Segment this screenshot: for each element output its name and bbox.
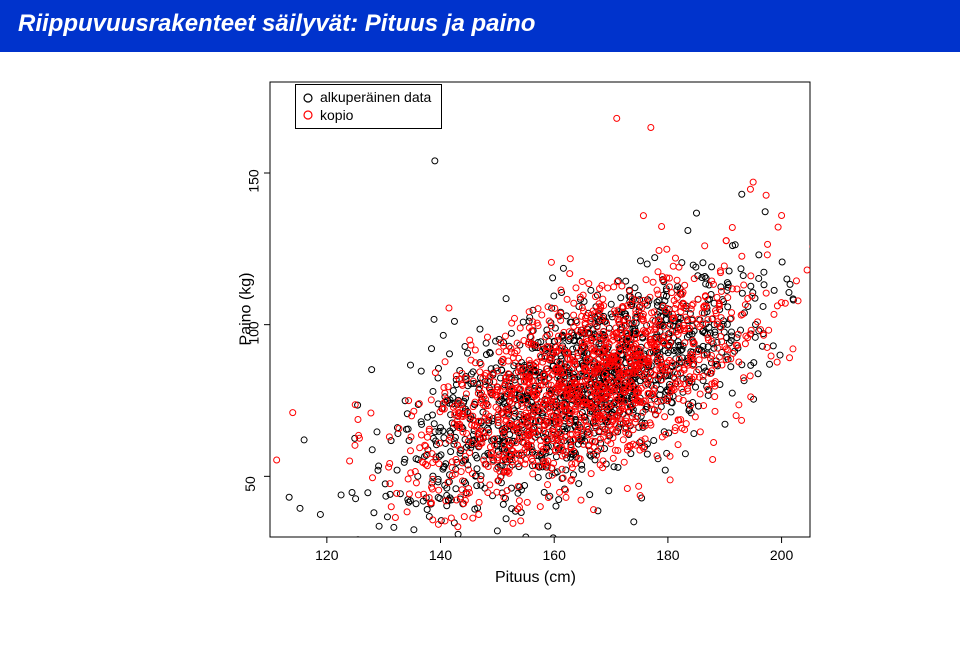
y-tick-label: 100	[246, 321, 262, 344]
page-title: Riippuvuusrakenteet säilyvät: Pituus ja …	[18, 10, 535, 37]
scatter-chart: alkuperäinen datakopio Paino (kg) Pituus…	[120, 52, 840, 612]
legend-marker-icon	[302, 109, 314, 121]
x-tick-label: 140	[429, 547, 452, 563]
x-tick-label: 160	[543, 547, 566, 563]
legend-item: alkuperäinen data	[302, 89, 431, 107]
scatter-plot-svg	[120, 52, 840, 612]
legend-marker-icon	[302, 92, 314, 104]
x-tick-label: 180	[656, 547, 679, 563]
page-header: Riippuvuusrakenteet säilyvät: Pituus ja …	[0, 0, 960, 52]
y-tick-label: 150	[246, 169, 262, 192]
x-tick-label: 120	[315, 547, 338, 563]
legend-item: kopio	[302, 107, 431, 125]
x-axis-label: Pituus (cm)	[495, 569, 576, 587]
x-tick-label: 200	[770, 547, 793, 563]
legend-label: alkuperäinen data	[320, 89, 431, 107]
legend: alkuperäinen datakopio	[295, 84, 442, 129]
y-tick-label: 50	[242, 477, 258, 493]
legend-label: kopio	[320, 107, 353, 125]
